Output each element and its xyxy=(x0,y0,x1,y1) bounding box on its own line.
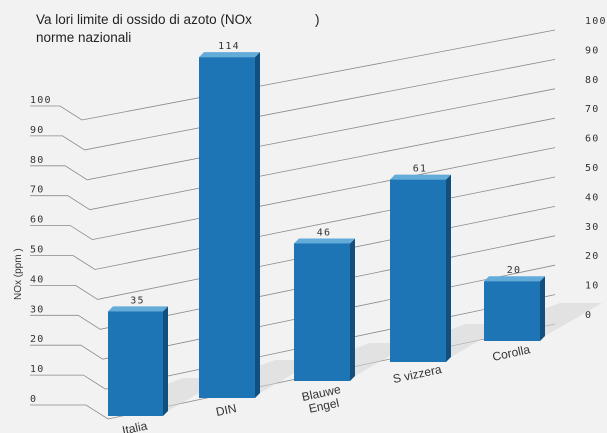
right-tick-label: 20 xyxy=(585,251,599,262)
gridline xyxy=(30,117,556,211)
chart-title-close-paren: ) xyxy=(315,12,320,27)
category-label-line: DIN xyxy=(215,401,238,419)
gridline xyxy=(30,206,556,300)
gridline xyxy=(30,88,556,181)
bar-value-label: 61 xyxy=(413,164,427,175)
left-tick-label: 50 xyxy=(30,245,44,256)
bar xyxy=(199,57,255,398)
bars xyxy=(108,52,545,416)
gridline xyxy=(30,147,556,241)
left-tick-label: 100 xyxy=(30,95,52,106)
category-label-line: S vizzera xyxy=(392,362,443,386)
gridline xyxy=(30,176,556,270)
bar-value-label: 35 xyxy=(130,295,144,306)
bar-top xyxy=(390,174,451,180)
left-tick-label: 60 xyxy=(30,215,44,226)
left-tick-label: 0 xyxy=(30,394,37,405)
left-tick-label: 80 xyxy=(30,155,44,166)
bar-side xyxy=(163,306,168,416)
right-tick-label: 70 xyxy=(585,104,599,115)
left-tick-label: 30 xyxy=(30,304,44,315)
gridlines xyxy=(30,29,556,420)
bar-side xyxy=(350,238,355,381)
bar xyxy=(484,281,540,341)
left-tick-label: 70 xyxy=(30,185,44,196)
category-label: DIN xyxy=(215,401,238,419)
gridline xyxy=(30,59,556,151)
bar xyxy=(108,311,163,416)
right-tick-label: 90 xyxy=(585,45,599,56)
category-label: Italia xyxy=(121,419,149,433)
category-label: S vizzera xyxy=(392,362,443,386)
right-tick-label: 40 xyxy=(585,192,599,203)
category-label-line: Italia xyxy=(121,419,149,433)
right-tick-label: 0 xyxy=(585,310,592,321)
value-labels: 35 114 46 61 20 xyxy=(130,41,521,306)
chart-title-line-1: Va lori limite di ossido di azoto (NOx xyxy=(36,12,252,27)
bar-side xyxy=(446,174,451,362)
bar xyxy=(390,179,446,362)
category-label: Corolla xyxy=(491,342,531,364)
left-tick-label: 90 xyxy=(30,125,44,136)
bar-value-label: 46 xyxy=(317,227,331,238)
right-tick-label: 80 xyxy=(585,75,599,86)
bar-value-label: 20 xyxy=(507,265,521,276)
chart-title-line-2: norme nazionali xyxy=(36,30,131,45)
bar-side xyxy=(540,276,545,341)
left-tick-label: 20 xyxy=(30,334,44,345)
category-label-line: Engel xyxy=(307,396,340,416)
left-tick-label: 40 xyxy=(30,274,44,285)
category-label-line: Corolla xyxy=(491,342,531,364)
axis-ticks: 0 10 20 30 40 50 60 70 80 90 100 0 10 20 30 40 50 60 70 80 9… xyxy=(30,16,607,405)
right-tick-label: 30 xyxy=(585,222,599,233)
right-tick-label: 10 xyxy=(585,281,599,292)
bar-top xyxy=(108,306,168,312)
right-tick-label: 100 xyxy=(585,16,607,27)
right-tick-label: 60 xyxy=(585,134,599,145)
bar-value-label: 114 xyxy=(218,41,240,52)
y-axis-label: NOx (ppm ) xyxy=(13,248,24,300)
bar xyxy=(294,243,350,381)
gridline xyxy=(30,29,556,121)
bar-top xyxy=(294,238,355,244)
bar-side xyxy=(255,52,260,398)
bar-top xyxy=(199,52,260,58)
right-tick-label: 50 xyxy=(585,163,599,174)
left-tick-label: 10 xyxy=(30,364,44,375)
bar-top xyxy=(484,276,545,282)
